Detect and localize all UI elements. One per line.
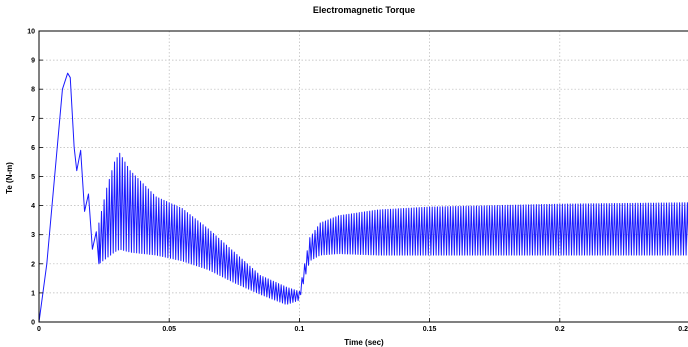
y-axis-label: Te (N-m) — [5, 162, 14, 194]
x-axis-label: Time (sec) — [344, 338, 384, 347]
y-tick-label: 9 — [31, 58, 35, 65]
y-tick-label: 8 — [31, 87, 35, 94]
chart-title: Electromagnetic Torque — [313, 5, 415, 15]
x-tick-label: 0.2 — [678, 326, 688, 333]
torque-series-line — [39, 72, 688, 322]
y-tick-label: 4 — [31, 203, 35, 210]
plot-area — [39, 72, 688, 322]
x-tick-label: 0.1 — [295, 326, 305, 333]
y-tick-label: 7 — [31, 116, 35, 123]
y-tick-label: 3 — [31, 232, 35, 239]
y-tick-label: 5 — [31, 174, 35, 181]
x-tick-label: 0 — [37, 326, 41, 333]
y-tick-label: 10 — [27, 29, 35, 36]
x-tick-label: 0.2 — [555, 326, 565, 333]
y-tick-label: 6 — [31, 145, 35, 152]
x-tick-label: 0.15 — [423, 326, 437, 333]
y-tick-label: 1 — [31, 290, 35, 297]
y-tick-label: 2 — [31, 261, 35, 268]
x-tick-label: 0.05 — [162, 326, 176, 333]
axes-frame — [38, 30, 688, 323]
grid — [39, 31, 688, 322]
y-tick-label: 0 — [31, 320, 35, 327]
tick-labels: 0 0.05 0.1 0.15 0.2 0.2 0 1 2 3 4 5 6 7 8 9 10 — [27, 29, 688, 334]
